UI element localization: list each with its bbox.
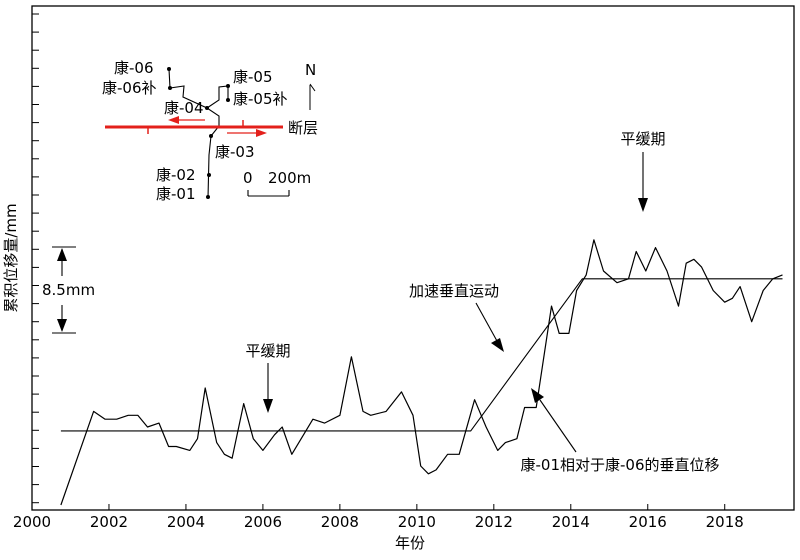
- annotation-flat-period-2-label: 平缓期: [620, 130, 665, 148]
- station-kang-06-supp-marker: [168, 86, 172, 90]
- series-layer: [60, 239, 783, 506]
- x-tick-label: 2008: [321, 513, 359, 531]
- station-kang-06-label: 康-06: [114, 59, 154, 77]
- survey-profile-line: [168, 68, 220, 199]
- station-kang-02-label: 康-02: [156, 166, 196, 184]
- x-tick-label: 2010: [398, 513, 436, 531]
- fault-motion-arrow-east: [227, 129, 267, 137]
- station-kang-05-marker: [226, 84, 230, 88]
- station-kang-06-supp-label: 康-06补: [102, 79, 157, 97]
- scale-bracket-label: 8.5mm: [42, 281, 95, 299]
- survey-profile-branch: [206, 85, 229, 109]
- x-tick-label: 2004: [167, 513, 205, 531]
- plot-frame: [31, 5, 795, 511]
- annotation-series-label-text: 康-01相对于康-06的垂直位移: [520, 456, 719, 474]
- scale-bar: 0 200m: [243, 169, 311, 197]
- station-kang-05-supp-marker: [226, 98, 230, 102]
- x-axis-ticks: [31, 504, 726, 510]
- x-axis-title: 年份: [395, 534, 425, 552]
- x-tick-label: 2012: [475, 513, 513, 531]
- station-kang-03-marker: [209, 134, 213, 138]
- station-kang-02-marker: [207, 173, 211, 177]
- north-label: N: [305, 61, 316, 79]
- x-tick-label: 2000: [13, 513, 51, 531]
- station-kang-01-marker: [206, 195, 210, 199]
- displacement-series-line: [60, 239, 783, 506]
- inset-map: 康-06 康-06补 康-05 康-05补 康-04 康-03 康-02 康-0…: [102, 59, 318, 203]
- fault-motion-arrow-west: [168, 116, 205, 124]
- annotation-series-label: 康-01相对于康-06的垂直位移: [520, 388, 720, 474]
- y-axis-ticks: [32, 13, 39, 504]
- x-tick-label: 2018: [706, 513, 744, 531]
- annotation-flat-period-1: 平缓期: [245, 342, 291, 413]
- x-tick-label: 2002: [90, 513, 128, 531]
- y-axis-title: 累积位移量/mm: [2, 203, 20, 312]
- annotation-flat-period-2: 平缓期: [620, 130, 666, 212]
- station-kang-03-label: 康-03: [215, 143, 255, 161]
- station-kang-05-supp-label: 康-05补: [233, 90, 288, 108]
- station-kang-05-label: 康-05: [233, 68, 273, 86]
- x-axis-tick-labels: 2000 2002 2004 2006 2008 2010 2012 2014 2016 2018: [13, 513, 744, 531]
- x-tick-label: 2006: [244, 513, 282, 531]
- scale-bar-length-label: 200m: [268, 169, 311, 187]
- x-tick-label: 2014: [552, 513, 590, 531]
- x-tick-label: 2016: [629, 513, 667, 531]
- fault-label: 断层: [288, 119, 318, 137]
- station-kang-04-label: 康-04: [164, 99, 204, 117]
- annotation-accelerated-motion: 加速垂直运动: [409, 282, 504, 352]
- station-kang-01-label: 康-01: [156, 185, 196, 203]
- station-kang-06-marker: [167, 67, 171, 71]
- annotation-flat-period-1-label: 平缓期: [245, 342, 290, 360]
- vertical-scale-bracket: 8.5mm: [42, 246, 95, 334]
- scale-bar-zero-label: 0: [243, 169, 253, 187]
- annotation-accelerated-motion-label: 加速垂直运动: [409, 282, 499, 300]
- trend-line: [60, 278, 783, 432]
- station-kang-04-marker: [205, 106, 209, 110]
